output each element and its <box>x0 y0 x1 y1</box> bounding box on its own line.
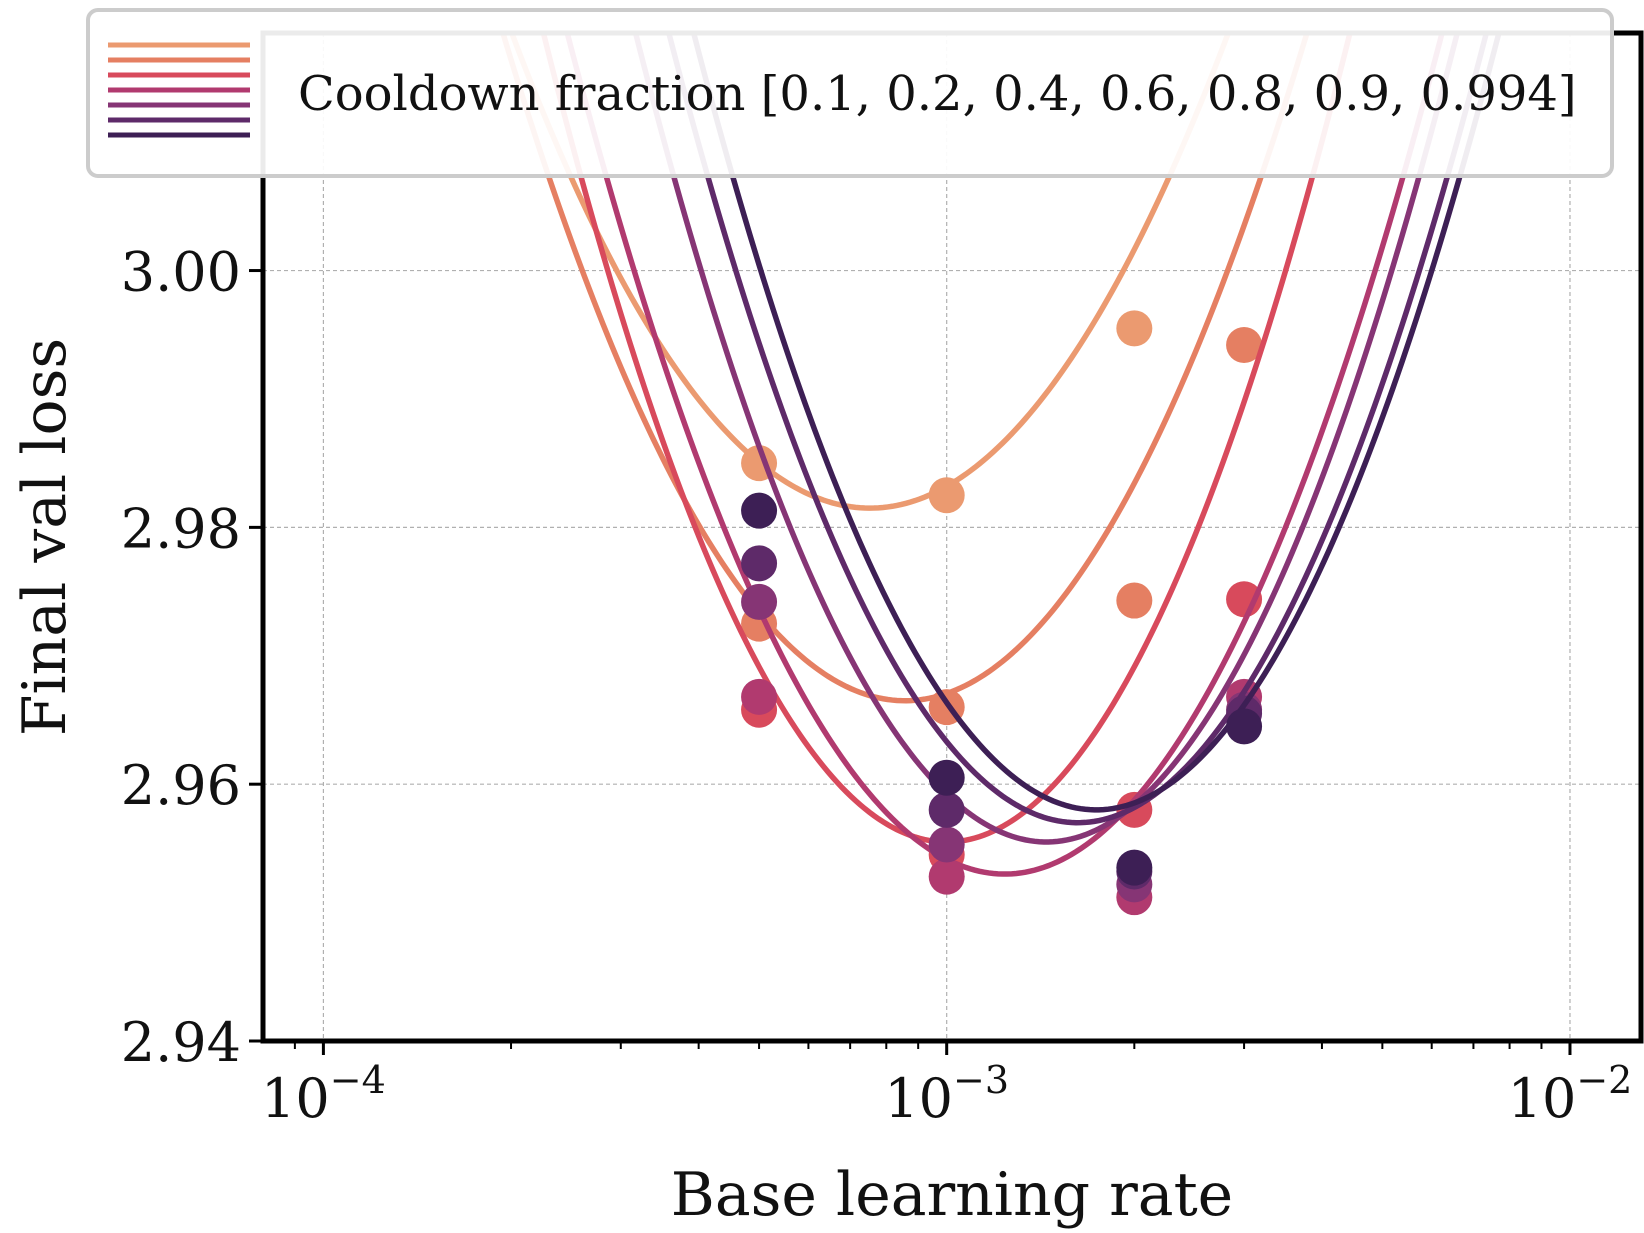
data-point <box>741 545 778 582</box>
y-tick-label: 2.98 <box>121 497 241 560</box>
data-point <box>928 826 965 863</box>
y-tick-label: 2.96 <box>121 754 241 817</box>
x-axis: 10−4 10−3 10−2 <box>261 1041 1632 1130</box>
data-point <box>741 583 778 620</box>
data-point <box>1116 582 1153 619</box>
legend: Cooldown fraction [0.1, 0.2, 0.4, 0.6, 0… <box>86 8 1614 178</box>
x-tick-label: 10−2 <box>1508 1058 1633 1130</box>
data-point <box>928 791 965 828</box>
y-tick-label: 3.00 <box>121 241 241 304</box>
y-axis: 2.94 2.96 2.98 3.00 <box>121 241 263 1074</box>
fit-curve <box>665 33 1490 826</box>
data-point <box>1116 849 1153 886</box>
data-point <box>928 759 965 796</box>
data-point <box>741 678 778 715</box>
x-axis-label: Base learning rate <box>671 1160 1233 1230</box>
x-tick-label: 10−4 <box>261 1058 386 1130</box>
legend-swatches <box>108 42 250 138</box>
legend-box <box>86 8 1614 178</box>
data-point <box>1226 708 1263 745</box>
grid-lines <box>263 33 1641 1041</box>
fit-curve <box>690 33 1502 813</box>
data-point <box>928 858 965 895</box>
series-0.994 <box>690 33 1502 886</box>
series-0.1 <box>508 33 1232 514</box>
legend-label: Cooldown fraction [0.1, 0.2, 0.4, 0.6, 0… <box>298 66 1577 122</box>
data-point <box>741 492 778 529</box>
data-point <box>1226 327 1263 364</box>
data-point <box>1116 310 1153 347</box>
y-tick-label: 2.94 <box>121 1011 241 1074</box>
data-point <box>928 477 965 514</box>
y-axis-label: Final val loss <box>10 338 80 736</box>
x-tick-label: 10−3 <box>884 1058 1009 1130</box>
